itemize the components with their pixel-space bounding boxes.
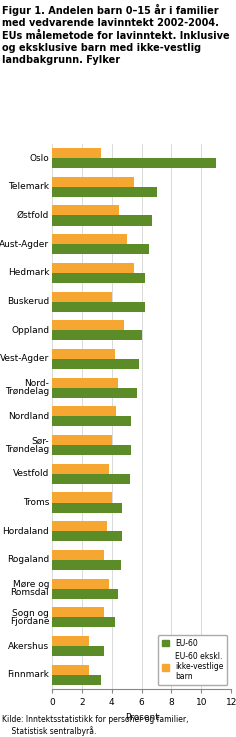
Bar [52, 618, 115, 627]
Bar [52, 503, 122, 512]
Bar [52, 416, 131, 427]
Bar [52, 550, 104, 560]
Text: Kilde: Inntektsstatistikk for personer og familier,
    Statistisk sentralbyrå.: Kilde: Inntektsstatistikk for personer o… [2, 715, 189, 736]
Bar [52, 158, 216, 168]
Bar [52, 521, 107, 531]
Bar [52, 531, 122, 541]
Bar [52, 349, 115, 359]
Bar [52, 244, 149, 254]
Bar [52, 406, 116, 416]
Bar [52, 186, 156, 197]
Bar [52, 445, 131, 455]
Bar [52, 273, 145, 283]
Bar [52, 234, 127, 244]
Bar [52, 388, 137, 398]
Bar [52, 675, 101, 685]
Bar [52, 263, 134, 273]
Bar [52, 292, 112, 301]
Bar [52, 301, 145, 312]
Bar [52, 636, 89, 646]
Bar [52, 359, 139, 369]
Bar [52, 589, 118, 598]
Bar [52, 377, 118, 388]
Bar [52, 607, 104, 618]
Bar [52, 148, 101, 158]
Bar [52, 560, 121, 570]
Text: Figur 1. Andelen barn 0–15 år i familier
med vedvarende lavinntekt 2002-2004.
EU: Figur 1. Andelen barn 0–15 år i familier… [2, 4, 230, 66]
X-axis label: Prosent: Prosent [125, 713, 159, 722]
Bar [52, 579, 109, 589]
Bar [52, 321, 124, 330]
Bar [52, 492, 112, 503]
Bar [52, 646, 104, 656]
Bar [52, 474, 130, 484]
Bar [52, 206, 119, 215]
Bar [52, 464, 109, 474]
Bar [52, 215, 152, 226]
Bar [52, 330, 142, 340]
Bar [52, 435, 112, 445]
Bar [52, 665, 89, 675]
Bar [52, 177, 134, 186]
Legend: EU-60, EU-60 ekskl.
ikke-vestlige
barn: EU-60, EU-60 ekskl. ikke-vestlige barn [158, 635, 228, 685]
